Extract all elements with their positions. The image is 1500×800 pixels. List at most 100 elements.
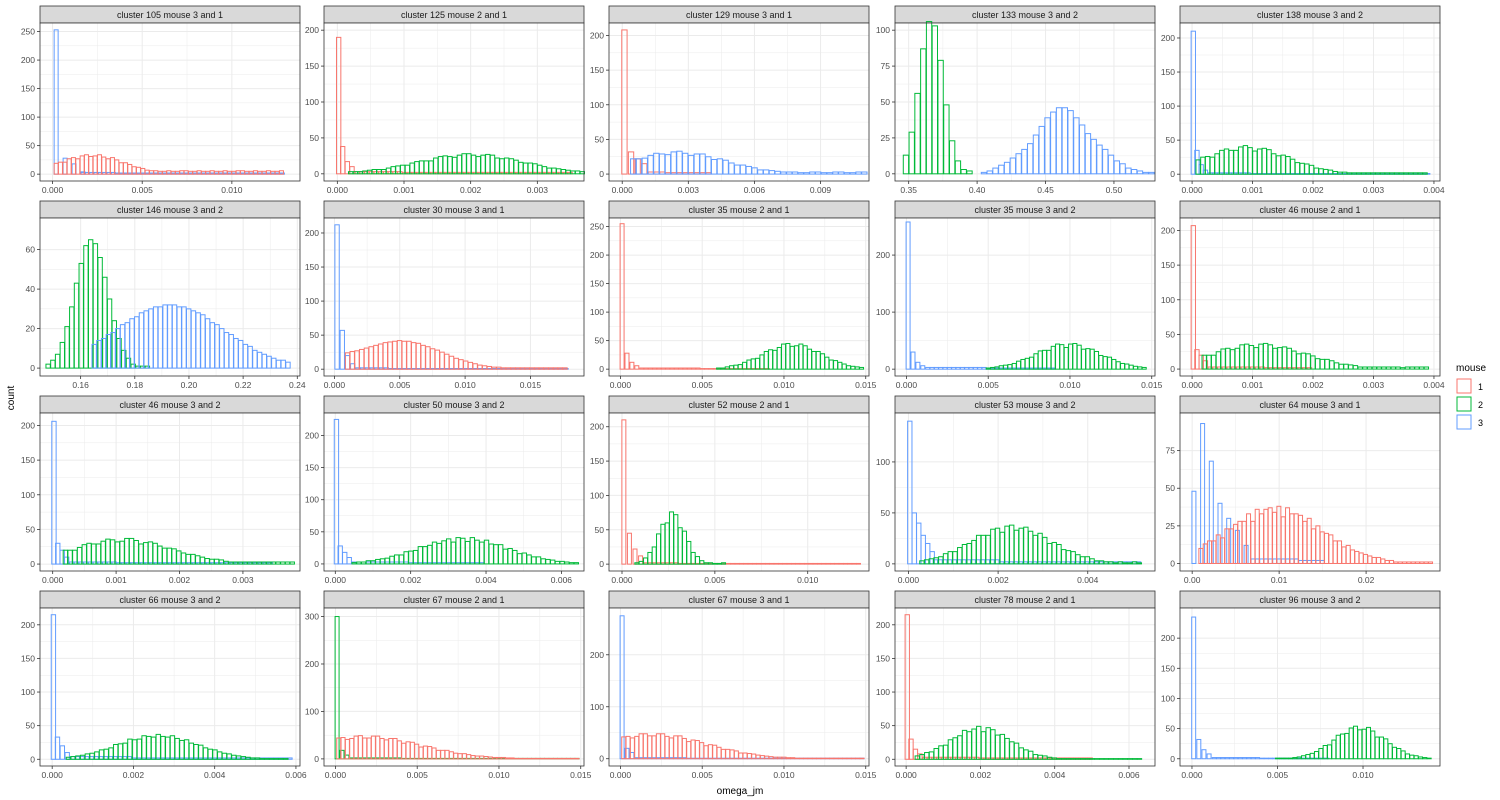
histogram-bar [846, 757, 852, 760]
histogram-bar [777, 562, 783, 565]
y-tick-label: 200 [305, 25, 319, 35]
y-tick-label: 100 [21, 112, 35, 122]
y-tick-label: 0 [30, 363, 35, 373]
histogram-bar [743, 562, 749, 565]
x-tick-label: 0.004 [204, 770, 226, 780]
histogram-bar [842, 562, 848, 565]
histogram-bar [634, 365, 640, 370]
x-tick-label: 0.002 [400, 575, 422, 585]
series-3 [980, 107, 1155, 175]
histogram-bar [1094, 758, 1100, 760]
histogram-bar [966, 170, 973, 175]
x-tick-label: 0.005 [978, 380, 1000, 390]
histogram-bar [949, 140, 956, 175]
histogram-bar [816, 757, 822, 760]
histogram-bar [1206, 753, 1212, 760]
y-tick-label: 0 [314, 559, 319, 569]
series-2 [1275, 725, 1432, 760]
histogram-bar [1089, 758, 1095, 760]
x-tick-label: 0.16 [72, 380, 89, 390]
histogram-bar [1288, 757, 1293, 760]
facet-panel: cluster 30 mouse 3 and 1 0.000 0.005 0.010 0… [305, 200, 585, 390]
x-tick-label: 0.50 [1106, 185, 1123, 195]
histogram-bar [335, 36, 342, 175]
series-2 [347, 153, 585, 175]
x-tick-label: 0.01 [1271, 575, 1288, 585]
histogram-bar [820, 757, 826, 760]
panel-title: cluster 138 mouse 3 and 2 [1257, 10, 1363, 20]
y-tick-label: 250 [590, 222, 604, 232]
histogram-bar [730, 562, 736, 565]
histogram-bar [716, 562, 722, 565]
plot-area [895, 218, 1155, 376]
histogram-bar [1275, 757, 1280, 760]
histogram-bar [573, 562, 580, 565]
histogram-bar [1201, 749, 1207, 760]
histogram-bar [747, 562, 753, 565]
histogram-bar [1117, 758, 1124, 760]
x-tick-label: 0.005 [692, 380, 714, 390]
y-tick-label: 100 [876, 687, 890, 697]
x-tick-label: 0.002 [1302, 380, 1324, 390]
facet-panel: cluster 67 mouse 2 and 1 0.000 0.005 0.010 0… [305, 590, 592, 780]
histogram-bar [1422, 172, 1428, 175]
x-tick-label: 0.003 [1363, 380, 1385, 390]
plot-area [895, 413, 1155, 571]
histogram-bar [760, 562, 766, 565]
histogram-bar [339, 146, 346, 175]
y-tick-label: 150 [21, 84, 35, 94]
y-tick-label: 0 [30, 754, 35, 764]
y-tick-label: 100 [1161, 295, 1175, 305]
histogram-bar [1132, 758, 1138, 760]
x-tick-label: 0.22 [235, 380, 252, 390]
histogram-bar [259, 758, 265, 760]
histogram-bar [505, 757, 511, 760]
histogram-bar [1190, 30, 1196, 175]
histogram-bar [712, 562, 718, 565]
y-tick-label: 50 [1166, 724, 1176, 734]
panel-border [39, 217, 301, 377]
series-2 [902, 21, 973, 175]
panel-title: cluster 64 mouse 3 and 1 [1259, 400, 1360, 410]
x-tick-label: 0.005 [132, 185, 154, 195]
y-tick-label: 0 [314, 754, 319, 764]
plot-area [609, 413, 869, 571]
y-tick-label: 150 [305, 262, 319, 272]
histogram-bar [850, 757, 856, 760]
x-tick-label: 0.015 [1141, 380, 1163, 390]
histogram-bar [1080, 758, 1086, 760]
panel-border [608, 22, 870, 182]
x-tick-label: 0.000 [324, 380, 346, 390]
histogram-bar [855, 562, 861, 565]
x-tick-label: 0.015 [570, 770, 592, 780]
series-2 [1195, 145, 1428, 175]
panel-border [39, 22, 301, 182]
histogram-bar [621, 419, 627, 565]
y-tick-label: 0 [314, 364, 319, 374]
y-tick-label: 0 [1170, 169, 1175, 179]
series-1 [336, 735, 580, 760]
y-tick-label: 100 [1161, 693, 1175, 703]
histogram-bar [816, 562, 822, 565]
x-tick-label: 0.002 [123, 770, 145, 780]
y-tick-label: 200 [1161, 633, 1175, 643]
y-tick-label: 50 [310, 527, 320, 537]
histogram-bar [1196, 738, 1202, 760]
facet-panel: cluster 96 mouse 3 and 2 0.000 0.005 0.010 0… [1161, 590, 1441, 780]
y-tick-label: 200 [305, 659, 319, 669]
legend-key-1 [1456, 378, 1472, 394]
x-tick-label: 0.000 [1181, 770, 1203, 780]
histogram-bar [808, 562, 814, 565]
y-tick-label: 75 [881, 61, 891, 71]
histogram-bar [509, 757, 515, 760]
y-tick-label: 0 [599, 754, 604, 764]
histogram-bar [920, 365, 926, 370]
panel-title: cluster 78 mouse 2 and 1 [974, 595, 1075, 605]
y-tick-label: 0 [885, 169, 890, 179]
histogram-bar [794, 757, 800, 760]
x-tick-label: 0.000 [42, 770, 64, 780]
panel-title: cluster 30 mouse 3 and 1 [403, 205, 504, 215]
histogram-bar [619, 223, 625, 370]
panel-border [323, 217, 585, 377]
histogram-bar [799, 562, 805, 565]
